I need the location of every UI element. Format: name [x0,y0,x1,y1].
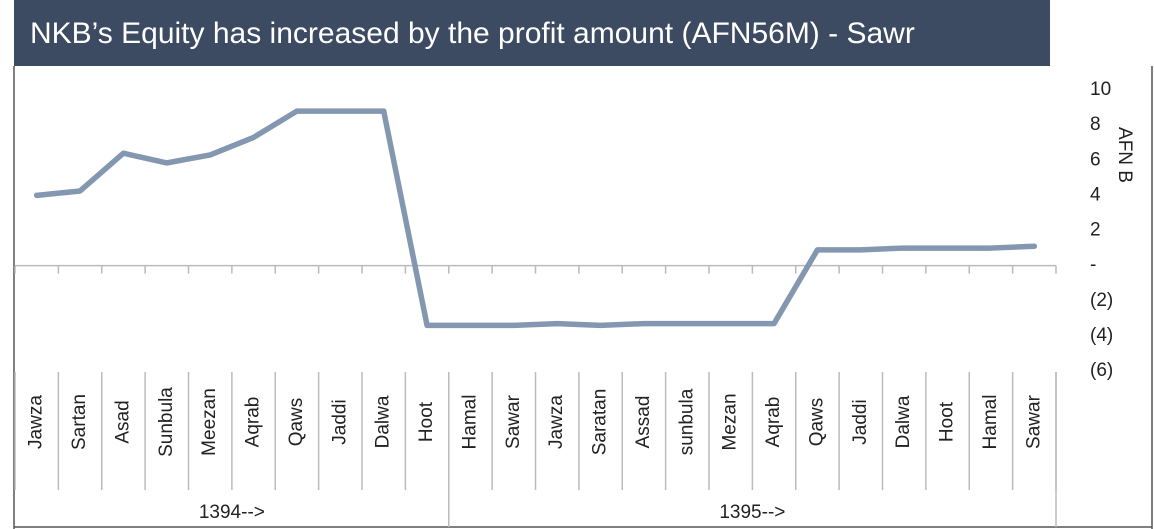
x-tick-label: Hamal [980,395,1001,450]
x-tick-label: Assad [633,396,654,449]
y-tick-label: (4) [1090,325,1113,346]
y-tick-label: (2) [1090,290,1113,311]
x-tick-label: Hoot [416,401,437,442]
x-tick-label: Meezan [199,388,220,456]
y-tick-label: (6) [1090,360,1113,381]
x-tick-label: Hoot [937,401,958,442]
group-label: 1394--> [199,502,265,523]
x-tick-label: Jaddi [329,399,350,444]
x-tick-label: Qaws [286,398,307,447]
line [33,108,1038,329]
x-tick-label: Aqrab [763,397,784,448]
group-label: 1395--> [719,502,785,523]
x-tick-label: Mezan [720,393,741,450]
y-tick-label: 10 [1090,79,1111,100]
y-tick-label: 4 [1090,184,1101,205]
x-tick-label: Saratan [590,389,611,456]
y-tick-label: - [1090,255,1096,276]
y-tick-label: 8 [1090,114,1101,135]
x-tick-label: Aqrab [243,397,264,448]
x-tick-label: Sawar [1023,394,1044,449]
y-tick-label: 2 [1090,220,1101,241]
y-tick-label: 6 [1090,149,1101,170]
x-tick-label: Jawza [26,395,47,449]
x-tick-label: Jaddi [850,399,871,444]
x-tick-label: Hamal [459,395,480,450]
x-tick-label: Qaws [806,398,827,447]
chart-title: NKB’s Equity has increased by the profit… [30,17,915,50]
x-tick-label: Jawza [546,395,567,449]
x-tick-label: sunbula [676,388,697,455]
x-tick-label: Dalwa [893,395,914,448]
x-tick-label: Sawar [503,394,524,449]
x-tick-label: Asad [112,400,133,443]
y-axis-label: AFN B [1114,127,1135,183]
x-tick-label: Sartan [69,394,90,450]
title-bar [14,0,1050,66]
x-tick-label: Sunbula [156,387,177,457]
x-tick-label: Dalwa [373,395,394,448]
